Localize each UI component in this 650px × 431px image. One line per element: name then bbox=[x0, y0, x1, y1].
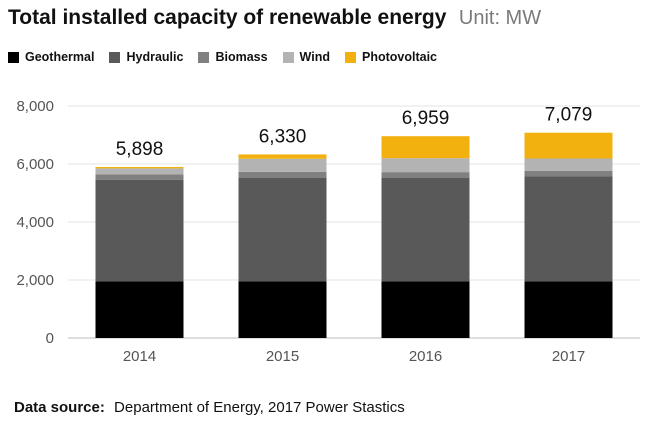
bar-segment-geothermal bbox=[524, 281, 613, 338]
legend-swatch bbox=[109, 51, 121, 63]
y-tick-label: 8,000 bbox=[16, 98, 54, 115]
y-tick-label: 0 bbox=[46, 330, 54, 347]
bar-segment-wind bbox=[95, 168, 184, 175]
x-tick-label: 2017 bbox=[552, 348, 585, 365]
legend-item-wind: Wind bbox=[282, 50, 330, 64]
legend-item-hydraulic: Hydraulic bbox=[109, 50, 183, 64]
bar-segment-biomass bbox=[381, 172, 470, 178]
legend-label: Biomass bbox=[215, 50, 268, 64]
bar-segment-photovoltaic bbox=[524, 132, 613, 159]
x-tick-label: 2015 bbox=[266, 348, 299, 365]
data-source-text: Department of Energy, 2017 Power Stastic… bbox=[114, 399, 405, 416]
bar-segment-geothermal bbox=[381, 281, 470, 338]
bar-segment-biomass bbox=[524, 170, 613, 177]
legend-swatch bbox=[282, 51, 294, 63]
bar-segment-biomass bbox=[238, 171, 327, 178]
total-label: 6,330 bbox=[259, 126, 307, 147]
bar-segment-photovoltaic bbox=[95, 166, 184, 169]
bar-segment-photovoltaic bbox=[238, 154, 327, 159]
data-source: Data source: Department of Energy, 2017 … bbox=[14, 399, 405, 416]
legend-item-biomass: Biomass bbox=[198, 50, 268, 64]
y-tick-label: 2,000 bbox=[16, 272, 54, 289]
bar-segment-geothermal bbox=[238, 281, 327, 338]
x-tick-label: 2016 bbox=[409, 348, 442, 365]
chart-legend: Geothermal Hydraulic Biomass Wind Photovolta… bbox=[8, 50, 452, 64]
chart-title-row: Total installed capacity of renewable en… bbox=[8, 6, 541, 30]
bar-segment-hydraulic bbox=[95, 179, 184, 282]
legend-label: Geothermal bbox=[25, 50, 95, 64]
bar-segment-wind bbox=[381, 158, 470, 173]
bar-segment-wind bbox=[524, 158, 613, 171]
total-label: 5,898 bbox=[116, 139, 164, 160]
total-label: 7,079 bbox=[545, 105, 593, 126]
legend-label: Wind bbox=[299, 50, 330, 64]
legend-label: Hydraulic bbox=[126, 50, 184, 64]
legend-swatch bbox=[344, 51, 356, 63]
legend-label: Photovoltaic bbox=[361, 50, 437, 64]
bar-segment-hydraulic bbox=[524, 176, 613, 282]
data-source-label: Data source: bbox=[14, 399, 105, 416]
bar-segment-hydraulic bbox=[381, 177, 470, 282]
total-label: 6,959 bbox=[402, 108, 450, 129]
legend-item-photovoltaic: Photovoltaic bbox=[344, 50, 437, 64]
y-tick-label: 6,000 bbox=[16, 156, 54, 173]
chart-title: Total installed capacity of renewable en… bbox=[8, 6, 447, 29]
unit-label: Unit: MW bbox=[458, 7, 542, 29]
x-tick-label: 2014 bbox=[123, 348, 156, 365]
bar-segment-hydraulic bbox=[238, 177, 327, 282]
y-tick-label: 4,000 bbox=[16, 214, 54, 231]
legend-swatch bbox=[198, 51, 210, 63]
bar-segment-biomass bbox=[95, 174, 184, 180]
legend-swatch bbox=[8, 51, 19, 63]
legend-item-geothermal: Geothermal bbox=[8, 50, 94, 64]
bar-segment-photovoltaic bbox=[381, 136, 470, 159]
bar-segment-geothermal bbox=[95, 281, 184, 338]
bar-segment-wind bbox=[238, 158, 327, 172]
